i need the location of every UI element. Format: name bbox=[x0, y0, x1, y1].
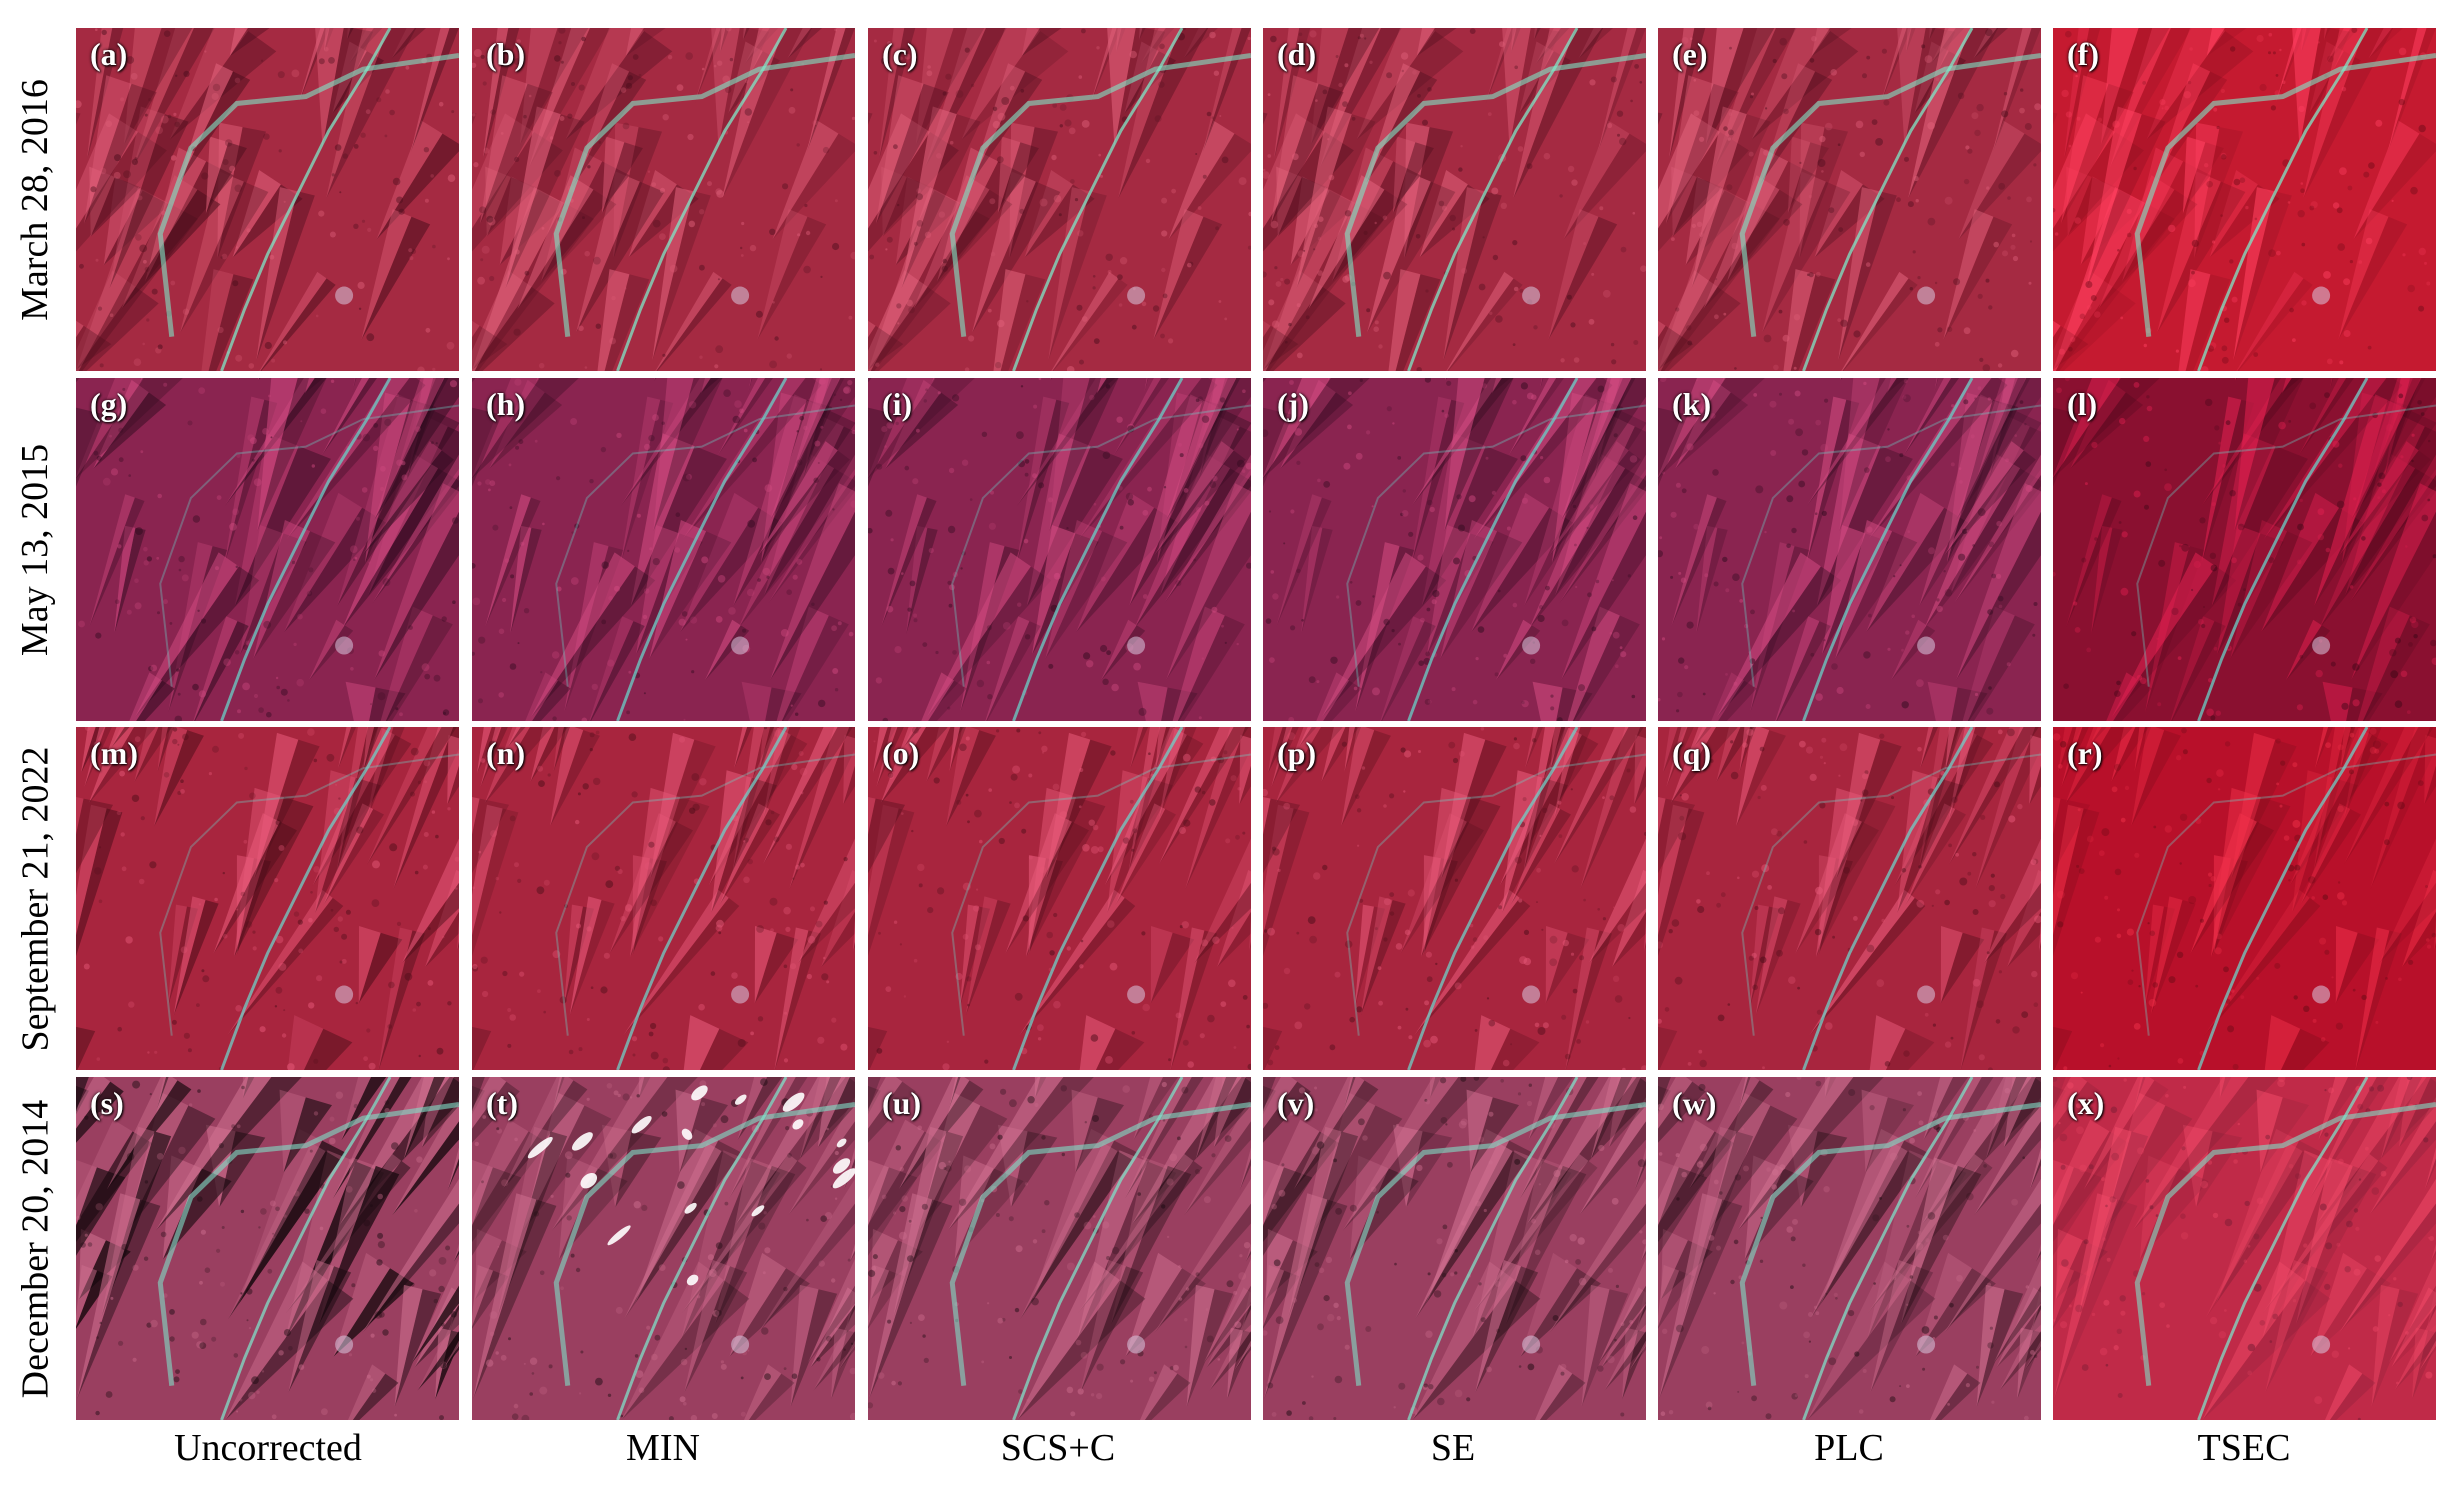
panel-tag: (w) bbox=[1672, 1085, 1717, 1121]
panel-tag: (l) bbox=[2067, 386, 2098, 422]
satellite-terrain-image bbox=[76, 1077, 459, 1420]
satellite-terrain-image bbox=[1658, 28, 2041, 371]
image-panel: (j) bbox=[1263, 378, 1646, 721]
image-panel: (s) bbox=[76, 1077, 459, 1420]
image-panel: (b) bbox=[472, 28, 855, 371]
satellite-terrain-image bbox=[1658, 1077, 2041, 1420]
satellite-terrain-image bbox=[472, 1077, 855, 1420]
satellite-terrain-image bbox=[868, 1077, 1251, 1420]
satellite-terrain-image bbox=[1263, 28, 1646, 371]
panel-tag: (h) bbox=[486, 386, 526, 422]
image-panel: (r) bbox=[2053, 727, 2436, 1070]
image-panel: (l) bbox=[2053, 378, 2436, 721]
panel-tag: (q) bbox=[1672, 735, 1712, 771]
row-label: December 20, 2014 bbox=[0, 1077, 70, 1420]
panel-tag: (u) bbox=[882, 1085, 922, 1121]
satellite-terrain-image bbox=[868, 28, 1251, 371]
row-label: September 21, 2022 bbox=[0, 727, 70, 1070]
image-panel: (v) bbox=[1263, 1077, 1646, 1420]
image-panel: (g) bbox=[76, 378, 459, 721]
row-label-text: December 20, 2014 bbox=[14, 1099, 56, 1398]
image-panel: (h) bbox=[472, 378, 855, 721]
panel-tag: (x) bbox=[2067, 1085, 2105, 1121]
image-panel: (f) bbox=[2053, 28, 2436, 371]
satellite-terrain-image bbox=[76, 727, 459, 1070]
row-label-text: March 28, 2016 bbox=[14, 78, 56, 321]
panel-tag: (j) bbox=[1277, 386, 1309, 422]
satellite-terrain-image bbox=[2053, 727, 2436, 1070]
image-panel: (m) bbox=[76, 727, 459, 1070]
panel-tag: (c) bbox=[882, 36, 918, 72]
column-label: SE bbox=[1430, 1427, 1476, 1469]
satellite-terrain-image bbox=[1263, 727, 1646, 1070]
image-panel: (c) bbox=[868, 28, 1251, 371]
row-label-text: May 13, 2015 bbox=[14, 443, 56, 656]
satellite-terrain-image bbox=[868, 378, 1251, 721]
satellite-terrain-image bbox=[76, 378, 459, 721]
image-panel: (o) bbox=[868, 727, 1251, 1070]
image-panel: (k) bbox=[1658, 378, 2041, 721]
row-label: May 13, 2015 bbox=[0, 378, 70, 721]
image-panel: (x) bbox=[2053, 1077, 2436, 1420]
satellite-terrain-image bbox=[2053, 28, 2436, 371]
column-label: SCS+C bbox=[1000, 1427, 1116, 1469]
panel-tag: (p) bbox=[1277, 735, 1317, 771]
column-label: TSEC bbox=[2197, 1427, 2291, 1469]
panel-tag: (m) bbox=[90, 735, 138, 771]
satellite-terrain-image bbox=[1658, 378, 2041, 721]
satellite-terrain-image bbox=[472, 727, 855, 1070]
panel-tag: (e) bbox=[1672, 36, 1708, 72]
image-panel: (d) bbox=[1263, 28, 1646, 371]
image-panel: (a) bbox=[76, 28, 459, 371]
panel-tag: (f) bbox=[2067, 36, 2099, 72]
panel-tag: (o) bbox=[882, 735, 920, 771]
panel-tag: (b) bbox=[486, 36, 526, 72]
satellite-terrain-image bbox=[76, 28, 459, 371]
satellite-terrain-image bbox=[2053, 378, 2436, 721]
row-label-text: September 21, 2022 bbox=[14, 745, 57, 1052]
satellite-terrain-image bbox=[1658, 727, 2041, 1070]
panel-tag: (g) bbox=[90, 386, 128, 422]
panel-tag: (v) bbox=[1277, 1085, 1315, 1121]
panel-tag: (r) bbox=[2067, 735, 2103, 771]
image-panel: (w) bbox=[1658, 1077, 2041, 1420]
panel-tag: (n) bbox=[486, 735, 526, 771]
image-panel: (q) bbox=[1658, 727, 2041, 1070]
panel-tag: (i) bbox=[882, 386, 913, 422]
column-label: PLC bbox=[1814, 1427, 1884, 1469]
image-panel: (t) bbox=[472, 1077, 855, 1420]
satellite-terrain-image bbox=[868, 727, 1251, 1070]
satellite-terrain-image bbox=[1263, 1077, 1646, 1420]
satellite-terrain-image bbox=[472, 378, 855, 721]
satellite-terrain-image bbox=[2053, 1077, 2436, 1420]
satellite-terrain-image bbox=[472, 28, 855, 371]
panel-tag: (a) bbox=[90, 36, 128, 72]
image-panel: (i) bbox=[868, 378, 1251, 721]
row-label: March 28, 2016 bbox=[0, 28, 70, 371]
panel-tag: (s) bbox=[90, 1085, 124, 1121]
satellite-terrain-image bbox=[1263, 378, 1646, 721]
column-label: MIN bbox=[626, 1427, 700, 1469]
image-panel: (u) bbox=[868, 1077, 1251, 1420]
column-label: Uncorrected bbox=[174, 1427, 362, 1469]
image-panel: (e) bbox=[1658, 28, 2041, 371]
panel-tag: (t) bbox=[486, 1085, 518, 1121]
panel-tag: (k) bbox=[1672, 386, 1712, 422]
image-panel: (p) bbox=[1263, 727, 1646, 1070]
image-panel: (n) bbox=[472, 727, 855, 1070]
panel-tag: (d) bbox=[1277, 36, 1317, 72]
